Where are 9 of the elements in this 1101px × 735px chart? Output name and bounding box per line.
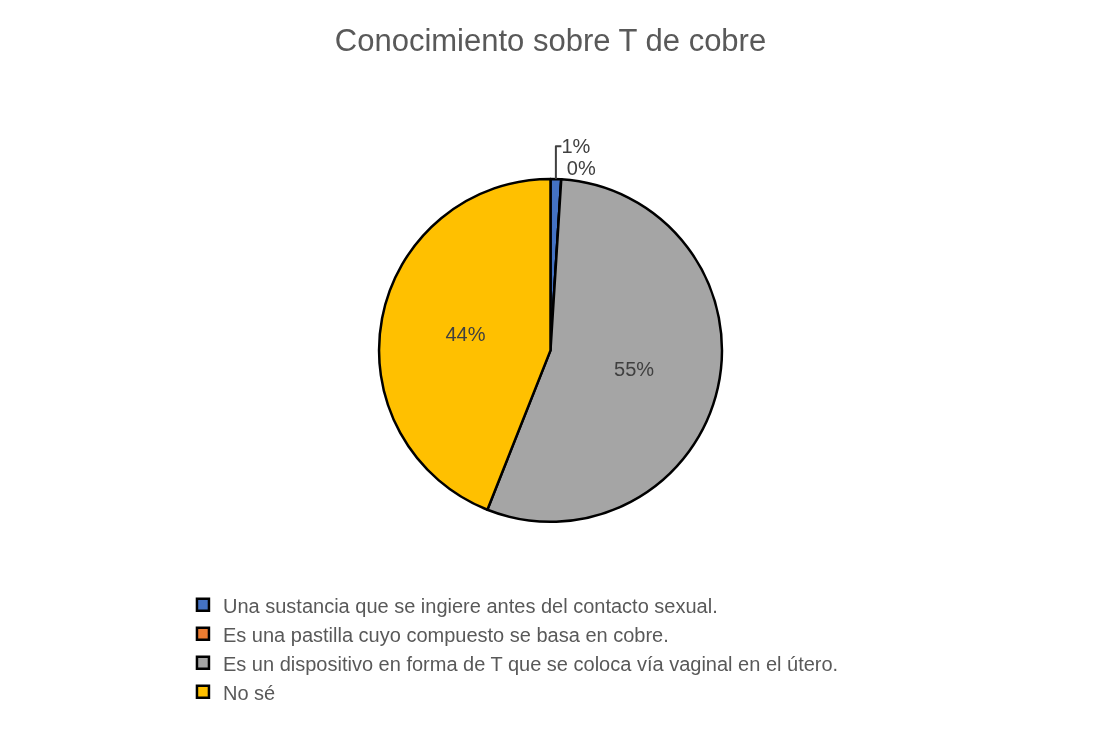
legend-label: No sé: [222, 681, 276, 704]
legend-label: Una sustancia que se ingiere antes del contacto sexual.: [222, 594, 718, 617]
legend-label: Es un dispositivo en forma de T que se coloca vía vaginal en el útero.: [222, 652, 839, 675]
text: 0%: [566, 157, 596, 180]
chart-title: Conocimiento sobre T de cobre: [334, 23, 767, 59]
data-label: 1%: [561, 135, 591, 158]
legend-label: Es una pastilla cuyo compuesto se basa en cobre.: [222, 623, 669, 646]
data-label: 44%: [445, 323, 486, 346]
data-label: 55%: [614, 358, 655, 381]
